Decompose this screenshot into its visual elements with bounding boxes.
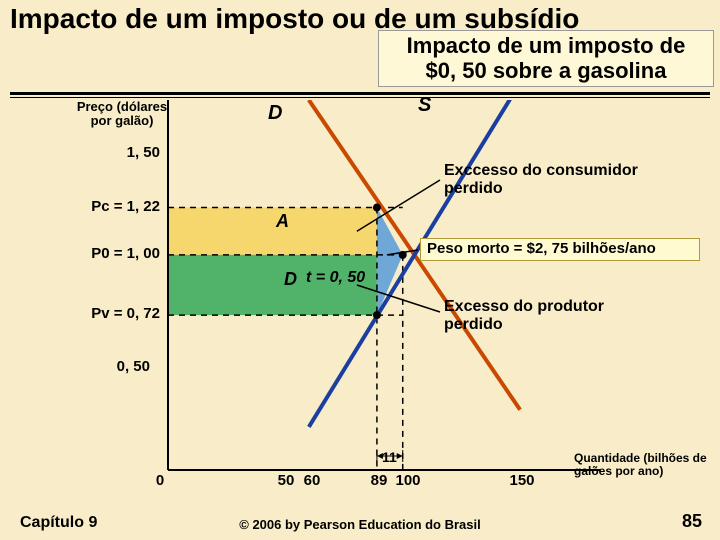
title-rule-thick <box>10 92 710 95</box>
ann-producer-surplus: Excesso do produtor perdido <box>444 298 644 333</box>
label-D-mid: D <box>284 270 297 290</box>
ytick-0-50: 0, 50 <box>117 358 150 375</box>
footer-page: 85 <box>682 511 702 532</box>
xtick-50: 50 <box>278 472 295 489</box>
xtick-100: 100 <box>395 472 420 489</box>
subtitle-line1: Impacto de um imposto de <box>385 33 707 58</box>
subtitle-box: Impacto de um imposto de $0, 50 sobre a … <box>378 30 714 87</box>
xtick-60: 60 <box>304 472 321 489</box>
ytick-1-50: 1, 50 <box>127 144 160 161</box>
xtick-150: 150 <box>509 472 534 489</box>
gap-label-11: 11 <box>382 450 397 465</box>
ann-consumer-surplus: Exccesso do consumidor perdido <box>444 162 664 197</box>
chart-area: Preço (dólares por galão) Quantidade (bi… <box>0 100 720 500</box>
title-rule-thin <box>10 97 710 98</box>
y-axis-label: Preço (dólares por galão) <box>72 100 172 129</box>
label-t: t = 0, 50 <box>306 269 365 287</box>
subtitle-line2: $0, 50 sobre a gasolina <box>385 58 707 83</box>
ytick-pv: Pv = 0, 72 <box>91 305 160 322</box>
footer-chapter: Capítulo 9 <box>20 514 97 532</box>
xtick-89: 89 <box>371 472 388 489</box>
label-S-top: S <box>418 94 431 116</box>
xtick-0: 0 <box>156 472 164 489</box>
footer-copyright: © 2006 by Pearson Education do Brasil <box>239 517 481 532</box>
x-axis-label: Quantidade (bilhões de galões por ano) <box>574 452 714 478</box>
ann-deadweight: Peso morto = $2, 75 bilhões/ano <box>420 238 700 261</box>
ytick-p0: P0 = 1, 00 <box>91 245 160 262</box>
ytick-pc: Pc = 1, 22 <box>91 198 160 215</box>
label-D-top: D <box>268 102 282 124</box>
label-A: A <box>276 212 289 232</box>
